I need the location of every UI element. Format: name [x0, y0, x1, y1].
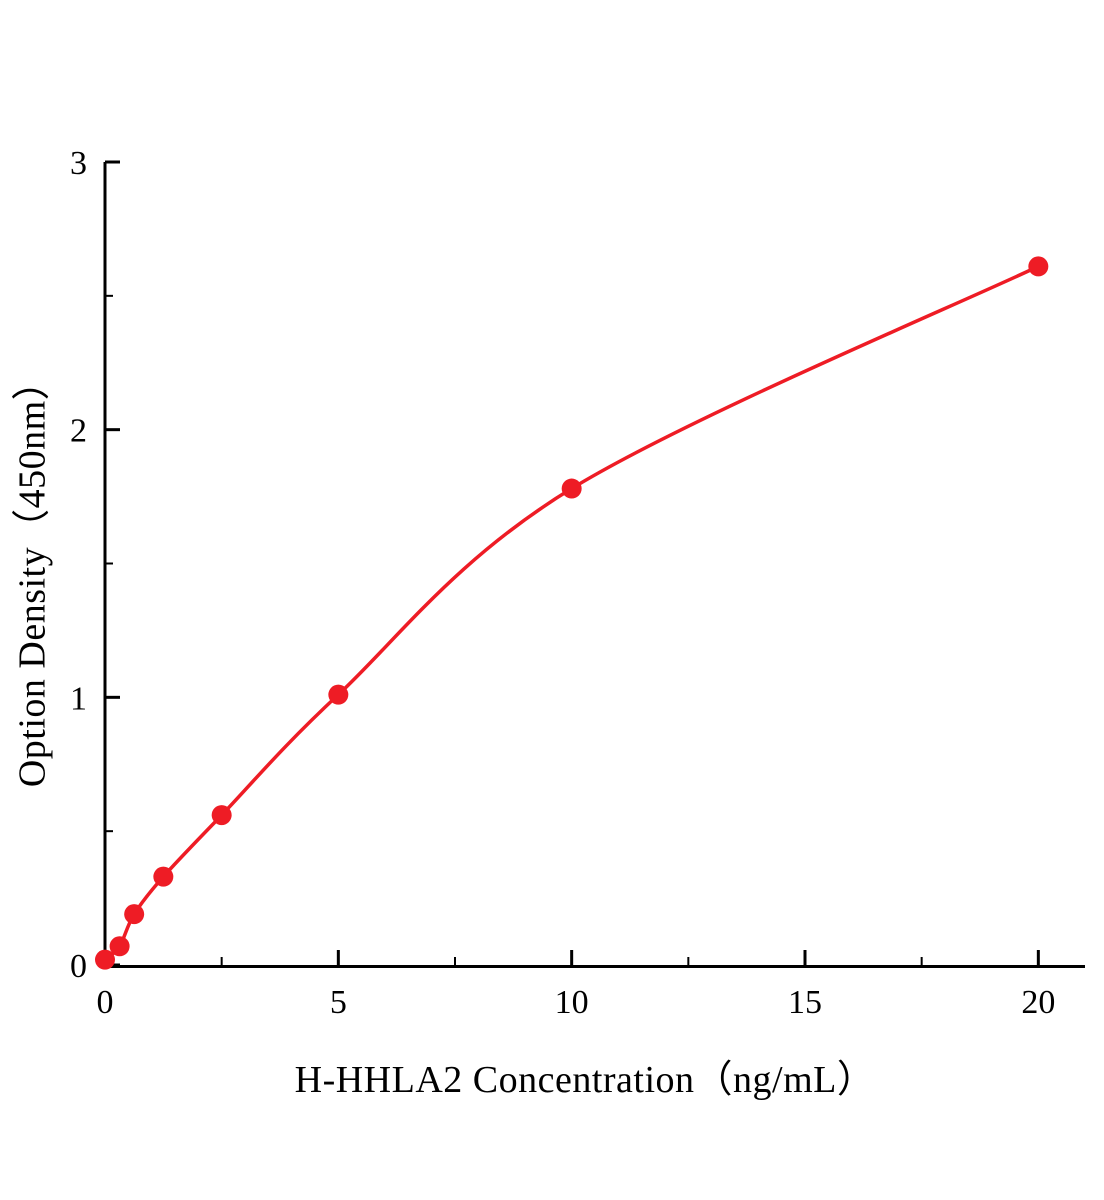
data-point	[561, 478, 582, 499]
data-point	[1028, 256, 1049, 277]
standard-curve-line	[103, 264, 1041, 962]
x-tick-label: 15	[788, 984, 822, 1021]
y-tick-label: 1	[70, 680, 87, 717]
x-tick-label: 10	[555, 984, 589, 1021]
x-axis-title: H-HHLA2 Concentration（ng/mL）	[294, 1059, 876, 1101]
data-point	[211, 805, 232, 826]
x-tick-label: 0	[97, 984, 114, 1021]
y-tick-label: 3	[70, 145, 87, 182]
y-tick-label: 0	[70, 948, 87, 985]
x-tick-label: 5	[330, 984, 347, 1021]
data-point	[124, 904, 145, 925]
data-point	[153, 866, 174, 887]
y-axis-title: Option Density（450nm）	[11, 361, 54, 788]
data-point	[328, 684, 349, 705]
data-point	[95, 949, 115, 970]
x-tick-label: 20	[1021, 984, 1055, 1021]
y-tick-label: 2	[70, 413, 87, 450]
data-point	[109, 936, 130, 957]
